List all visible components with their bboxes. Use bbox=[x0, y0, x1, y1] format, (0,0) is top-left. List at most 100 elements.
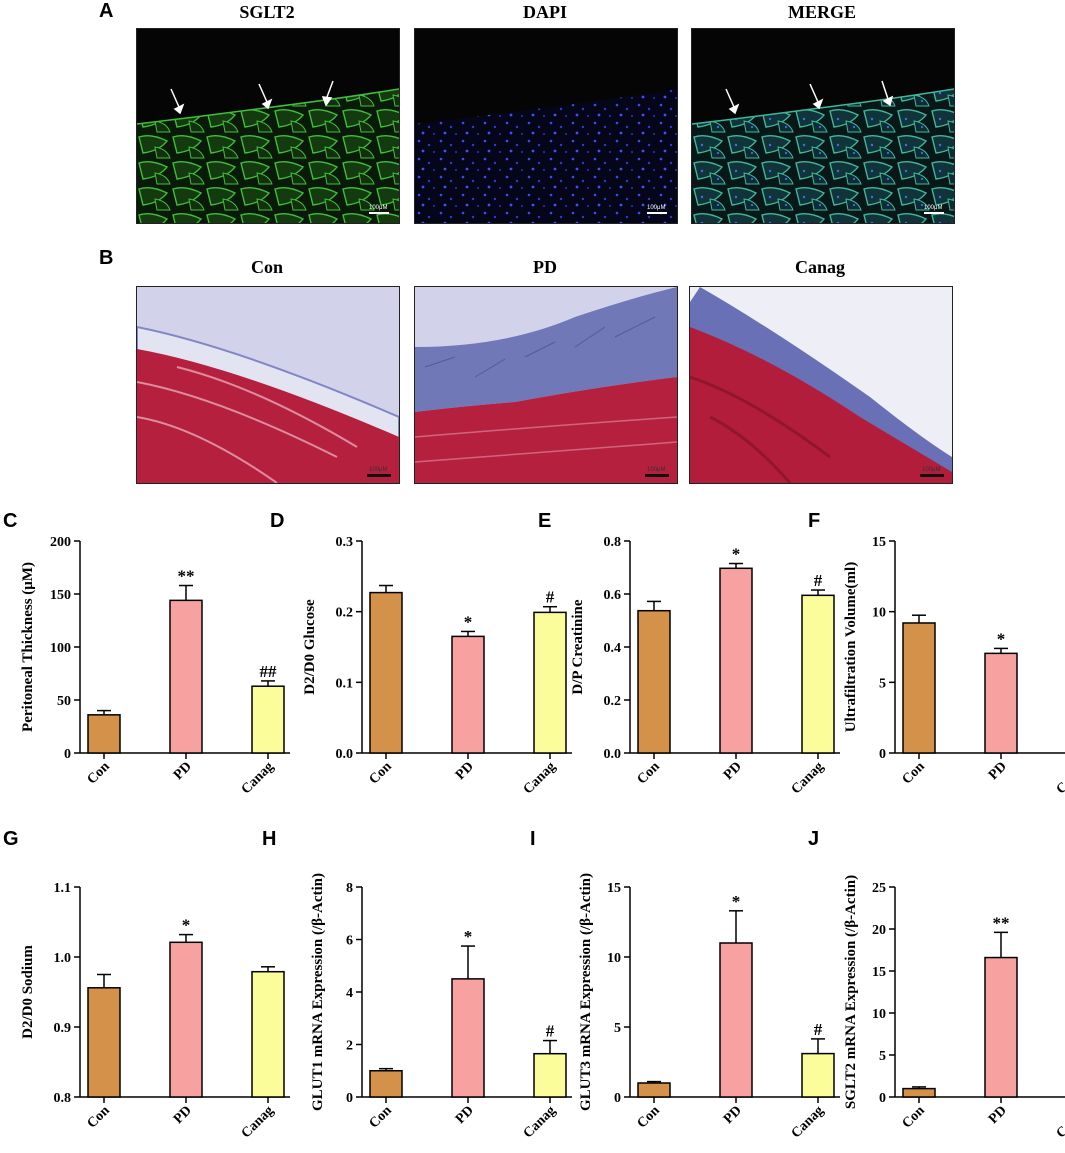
y-tick-label: 2 bbox=[346, 1039, 353, 1054]
x-tick-label: Canag bbox=[789, 1103, 827, 1141]
significance-mark: * bbox=[997, 629, 1006, 648]
scale-bar-label: 100μM bbox=[369, 205, 388, 211]
significance-mark: ** bbox=[993, 913, 1010, 932]
y-axis-label: D2/D0 Sodium bbox=[20, 945, 36, 1039]
y-tick-label: 5 bbox=[614, 1021, 621, 1036]
scale-bar-label: 100μM bbox=[647, 467, 666, 473]
bar-canag bbox=[251, 970, 285, 1098]
pd-masson-stain-image: 100μM bbox=[414, 286, 678, 484]
chart-i: 0 5 10 15 GLUT3 mRNA Expression (/β-Actin) Co… bbox=[578, 873, 840, 1141]
y-tick-label: 0.0 bbox=[336, 747, 354, 762]
chart-c: 0 50 100 150 200 Peritoneal Thickness (μM) Con… bbox=[20, 535, 290, 797]
significance-mark: * bbox=[464, 612, 473, 631]
chart-j: 0 5 10 15 20 25 SGLT2 mRNA Expression (/β-Acti… bbox=[843, 875, 1065, 1141]
x-tick-label: Con bbox=[367, 1103, 395, 1131]
bar-canag bbox=[801, 594, 835, 754]
x-tick-label: Canag bbox=[239, 1103, 277, 1141]
panel-label-b: B bbox=[99, 247, 114, 269]
bar-pd bbox=[719, 567, 753, 754]
significance-mark: # bbox=[546, 1022, 555, 1041]
y-tick-label: 100 bbox=[50, 641, 71, 656]
significance-mark: * bbox=[732, 892, 741, 911]
scale-bar-label: 100μM bbox=[922, 467, 941, 473]
y-axis-label: Ultrafiltration Volume(ml) bbox=[843, 562, 859, 732]
y-tick-label: 0 bbox=[614, 1091, 621, 1106]
image-title-dapi: DAPI bbox=[523, 2, 567, 22]
significance-mark: ## bbox=[260, 662, 278, 681]
bar-pd bbox=[719, 942, 753, 1098]
y-tick-label: 0.8 bbox=[54, 1091, 72, 1106]
bar-canag bbox=[533, 1052, 567, 1098]
x-tick-label: Con bbox=[85, 1103, 113, 1131]
y-tick-label: 25 bbox=[872, 881, 886, 896]
chart-f: 0 5 10 15 Ultrafiltration Volume(ml) Con PD * Ca… bbox=[843, 535, 1065, 797]
image-title-merge: MERGE bbox=[787, 2, 856, 22]
canag-masson-stain-image: 100μM bbox=[689, 286, 953, 484]
y-tick-label: 150 bbox=[50, 588, 71, 603]
x-tick-label: Canag bbox=[239, 759, 277, 797]
y-tick-label: 0.6 bbox=[604, 588, 622, 603]
y-axis-label: Peritoneal Thickness (μM) bbox=[20, 562, 36, 732]
y-tick-label: 0.4 bbox=[604, 641, 622, 656]
bar-pd bbox=[451, 635, 485, 754]
bar-pd bbox=[984, 956, 1018, 1098]
x-tick-label: Canag bbox=[521, 1103, 559, 1141]
y-tick-label: 0.2 bbox=[604, 694, 622, 709]
significance-mark: * bbox=[732, 545, 741, 564]
bar-con bbox=[87, 987, 121, 1098]
con-masson-stain-image: 100μM bbox=[136, 286, 400, 484]
y-tick-label: 200 bbox=[50, 535, 71, 550]
bar-con bbox=[637, 1082, 671, 1098]
x-tick-label: PD bbox=[171, 759, 195, 783]
y-tick-label: 10 bbox=[607, 951, 621, 966]
x-tick-label: Canag bbox=[521, 759, 559, 797]
y-tick-label: 8 bbox=[346, 881, 353, 896]
y-tick-label: 0.1 bbox=[336, 676, 354, 691]
y-axis-label: D2/D0 Glucose bbox=[302, 599, 318, 695]
y-tick-label: 0.2 bbox=[336, 606, 354, 621]
x-tick-label: PD bbox=[453, 1103, 477, 1127]
significance-mark: # bbox=[546, 588, 555, 607]
scale-bar-label: 100μM bbox=[369, 467, 388, 473]
y-tick-label: 0.0 bbox=[604, 747, 622, 762]
y-tick-label: 0 bbox=[346, 1091, 353, 1106]
bar-pd bbox=[169, 941, 203, 1098]
image-title-pd: PD bbox=[533, 257, 557, 277]
panel-label-g: G bbox=[3, 828, 19, 850]
y-tick-label: 5 bbox=[879, 676, 886, 691]
y-tick-label: 0.3 bbox=[336, 535, 354, 550]
y-axis-label: D/P Creatinine bbox=[570, 599, 586, 694]
y-tick-label: 0 bbox=[64, 747, 71, 762]
y-tick-label: 0.9 bbox=[54, 1021, 72, 1036]
x-tick-label: Con bbox=[900, 1103, 928, 1131]
x-tick-label: PD bbox=[986, 759, 1010, 783]
x-tick-label: Canag bbox=[1054, 759, 1065, 797]
y-tick-label: 15 bbox=[607, 881, 621, 896]
x-tick-label: Con bbox=[85, 759, 113, 787]
panel-label-c: C bbox=[3, 510, 18, 532]
bar-canag bbox=[801, 1052, 835, 1098]
x-tick-label: PD bbox=[453, 759, 477, 783]
bar-con bbox=[902, 1087, 936, 1098]
bar-con bbox=[369, 1070, 403, 1098]
y-axis-label: GLUT3 mRNA Expression (/β-Actin) bbox=[578, 873, 594, 1111]
bar-con bbox=[902, 622, 936, 754]
image-title-sglt2: SGLT2 bbox=[239, 2, 295, 22]
x-tick-label: PD bbox=[171, 1103, 195, 1127]
x-tick-label: Canag bbox=[789, 759, 827, 797]
scale-bar-label: 100μM bbox=[647, 205, 666, 211]
y-tick-label: 1.1 bbox=[54, 881, 72, 896]
panel-label-d: D bbox=[270, 510, 285, 532]
significance-mark: # bbox=[814, 1020, 823, 1039]
y-axis-label: SGLT2 mRNA Expression (/β-Actin) bbox=[843, 875, 859, 1109]
image-title-canag: Canag bbox=[794, 257, 845, 277]
dapi-fluorescence-image: 100μM bbox=[414, 28, 678, 224]
chart-e: 0.0 0.2 0.4 0.6 0.8 D/P Creatinine Con PD * Canag… bbox=[570, 535, 840, 797]
y-tick-label: 4 bbox=[346, 986, 353, 1001]
panel-label-e: E bbox=[538, 510, 552, 532]
bar-con bbox=[87, 714, 121, 754]
bar-canag bbox=[533, 611, 567, 754]
bar-pd bbox=[169, 599, 203, 754]
sglt2-fluorescence-image: 100μM bbox=[136, 28, 400, 224]
